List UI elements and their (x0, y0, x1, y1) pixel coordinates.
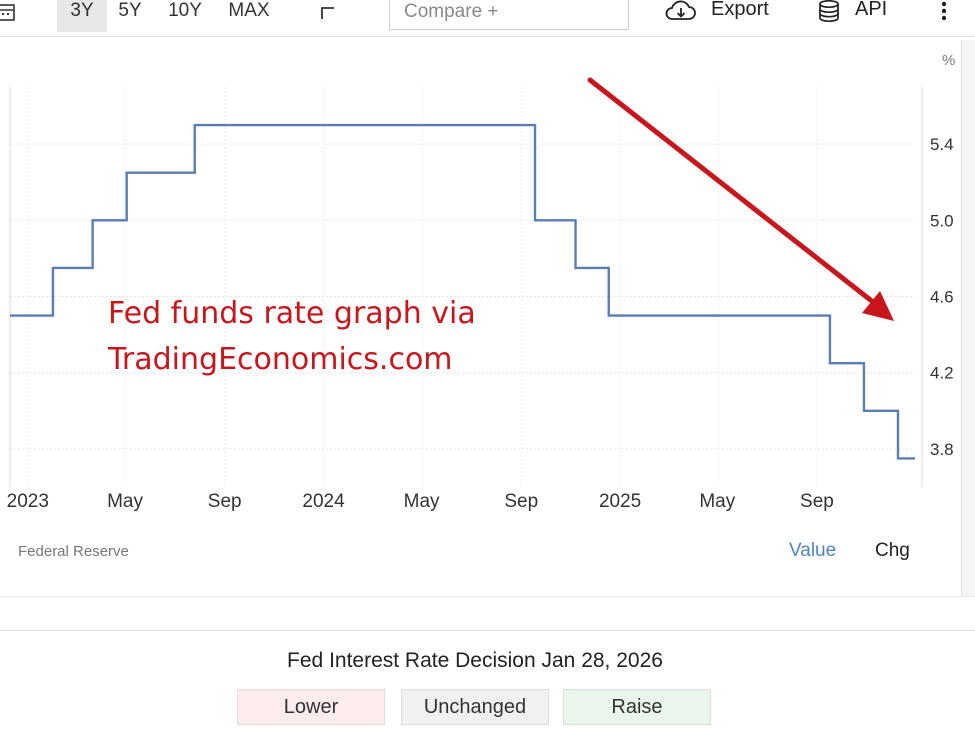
scrollbar[interactable] (961, 40, 975, 596)
export-label: Export (711, 0, 769, 21)
data-source: Federal Reserve (18, 543, 129, 560)
vote-unchanged-button[interactable]: Unchanged (401, 689, 549, 725)
x-tick-label: May (699, 491, 735, 512)
x-tick-label: 2023 (7, 491, 49, 512)
divider (0, 596, 975, 597)
y-tick-label: 5.0 (930, 211, 954, 230)
vote-raise-button[interactable]: Raise (563, 689, 711, 725)
api-label: API (855, 0, 887, 21)
y-tick-label: 3.8 (930, 440, 954, 459)
x-tick-label: Sep (800, 491, 834, 512)
range-5y-button[interactable]: 5Y (110, 0, 150, 32)
annotation-line-1: Fed funds rate graph via (108, 291, 568, 337)
calendar-icon[interactable] (0, 2, 18, 22)
x-tick-label: Sep (504, 491, 538, 512)
cloud-download-icon (664, 0, 698, 23)
value-view-button[interactable]: Value (789, 540, 836, 562)
chart-annotation: Fed funds rate graph via TradingEconomic… (108, 291, 568, 383)
x-tick-label: May (107, 491, 143, 512)
y-tick-label: 4.6 (930, 288, 954, 307)
x-tick-label: Sep (208, 491, 242, 512)
rate-decision-panel: Fed Interest Rate Decision Jan 28, 2026 … (0, 630, 975, 741)
database-icon (817, 0, 843, 23)
chart-toolbar: 3Y 5Y 10Y MAX Export API (0, 0, 975, 37)
vote-lower-button[interactable]: Lower (237, 689, 385, 725)
more-vertical-icon[interactable] (935, 0, 953, 24)
x-tick-label: 2024 (302, 491, 345, 512)
chart-area: 3.8 4.2 4.6 5.0 5.4% 2023 May Sep 2024 May Sep 2025… (0, 37, 975, 597)
decision-title: Fed Interest Rate Decision Jan 28, 2026 (0, 649, 950, 673)
range-max-button[interactable]: MAX (222, 0, 276, 32)
y-tick-label: 4.2 (930, 364, 954, 383)
y-tick-label: 5.4 (930, 135, 954, 154)
range-3y-button[interactable]: 3Y (57, 0, 107, 32)
api-button[interactable]: API (817, 0, 897, 26)
y-unit-label: % (942, 52, 955, 69)
chart-type-icon[interactable] (318, 2, 340, 22)
compare-input[interactable] (389, 0, 629, 30)
range-10y-button[interactable]: 10Y (160, 0, 210, 32)
export-button[interactable]: Export (664, 0, 779, 26)
arrow-shaft (590, 80, 873, 302)
change-view-button[interactable]: Chg (875, 540, 910, 562)
x-tick-label: May (404, 491, 440, 512)
annotation-line-2: TradingEconomics.com (108, 337, 568, 383)
x-tick-label: 2025 (599, 491, 641, 512)
